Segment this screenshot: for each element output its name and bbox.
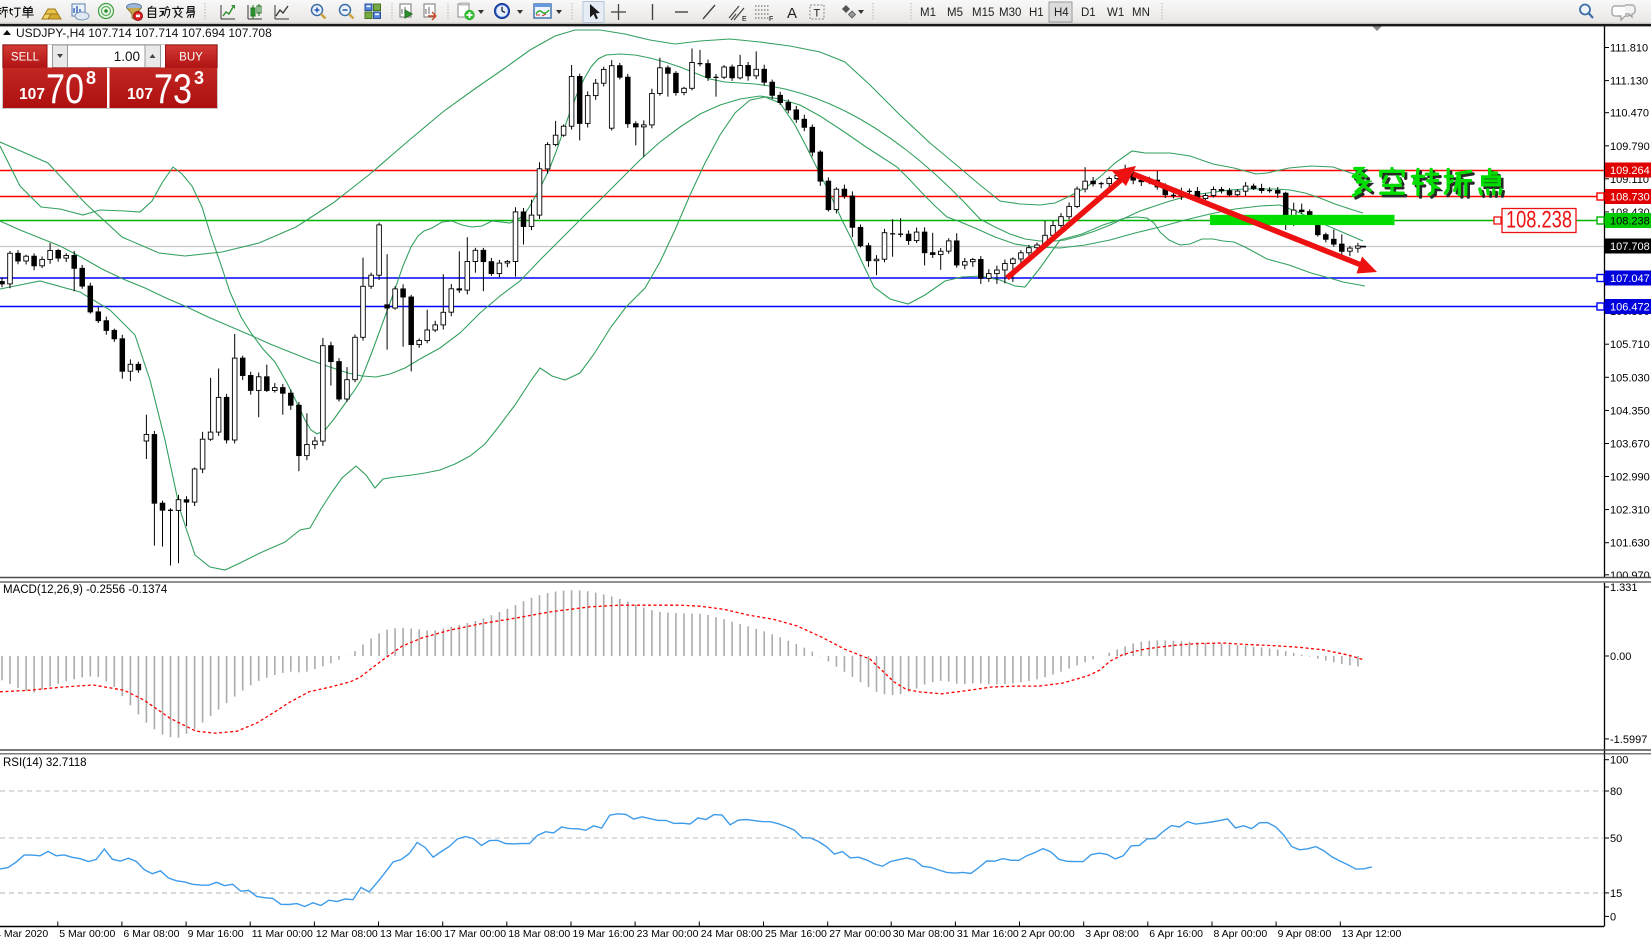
- svg-text:-1.5997: -1.5997: [1610, 734, 1647, 746]
- svg-text:8 Apr 00:00: 8 Apr 00:00: [1214, 928, 1268, 940]
- svg-text:M5: M5: [947, 7, 963, 19]
- svg-text:SELL: SELL: [11, 52, 40, 64]
- svg-text:0: 0: [1610, 911, 1616, 923]
- svg-text:80: 80: [1610, 786, 1622, 798]
- svg-text:18 Mar 08:00: 18 Mar 08:00: [508, 928, 570, 940]
- svg-text:8: 8: [86, 68, 96, 88]
- svg-text:M15: M15: [972, 7, 994, 19]
- svg-text:F: F: [769, 16, 773, 23]
- svg-text:11 Mar 00:00: 11 Mar 00:00: [252, 928, 313, 940]
- svg-text:9 Apr 08:00: 9 Apr 08:00: [1278, 928, 1332, 940]
- svg-text:2 Apr 00:00: 2 Apr 00:00: [1021, 928, 1075, 940]
- svg-text:T: T: [814, 8, 821, 20]
- svg-text:E: E: [742, 16, 747, 23]
- svg-text:W1: W1: [1107, 7, 1124, 19]
- svg-text:12 Mar 08:00: 12 Mar 08:00: [316, 928, 378, 940]
- svg-text:101.630: 101.630: [1610, 538, 1650, 550]
- svg-text:5 Mar 00:00: 5 Mar 00:00: [59, 928, 115, 940]
- svg-text:27 Mar 00:00: 27 Mar 00:00: [829, 928, 891, 940]
- svg-text:4 Mar 2020: 4 Mar 2020: [0, 928, 48, 940]
- svg-text:A: A: [787, 5, 797, 22]
- svg-text:MN: MN: [1132, 7, 1150, 19]
- svg-text:110.470: 110.470: [1610, 108, 1649, 120]
- svg-text:109.264: 109.264: [1610, 165, 1650, 177]
- svg-text:31 Mar 16:00: 31 Mar 16:00: [957, 928, 1019, 940]
- svg-text:USDJPY-,H4 107.714 107.714 10: USDJPY-,H4 107.714 107.714 107.694 107.7…: [16, 26, 272, 40]
- svg-text:6 Apr 16:00: 6 Apr 16:00: [1149, 928, 1203, 940]
- svg-text:3 Apr 08:00: 3 Apr 08:00: [1085, 928, 1139, 940]
- svg-text:15: 15: [1610, 888, 1622, 900]
- svg-text:6 Mar 08:00: 6 Mar 08:00: [123, 928, 179, 940]
- svg-text:111.810: 111.810: [1610, 43, 1648, 55]
- svg-text:RSI(14) 32.7118: RSI(14) 32.7118: [3, 757, 87, 769]
- svg-text:D1: D1: [1081, 7, 1096, 19]
- svg-text:102.990: 102.990: [1610, 472, 1650, 484]
- svg-text:23 Mar 00:00: 23 Mar 00:00: [637, 928, 699, 940]
- svg-text:0.00: 0.00: [1610, 651, 1631, 663]
- svg-text:9 Mar 16:00: 9 Mar 16:00: [188, 928, 244, 940]
- svg-text:106.472: 106.472: [1610, 302, 1650, 314]
- svg-text:MACD(12,26,9) -0.2556 -0.1374: MACD(12,26,9) -0.2556 -0.1374: [3, 584, 168, 596]
- svg-text:3: 3: [194, 68, 204, 88]
- svg-text:108.238: 108.238: [1610, 216, 1650, 228]
- svg-text:BUY: BUY: [179, 52, 203, 64]
- svg-text:107: 107: [19, 86, 45, 103]
- svg-text:M1: M1: [920, 7, 936, 19]
- svg-text:107.708: 107.708: [1610, 241, 1650, 253]
- svg-text:M30: M30: [999, 7, 1021, 19]
- svg-text:17 Mar 00:00: 17 Mar 00:00: [444, 928, 506, 940]
- svg-text:102.310: 102.310: [1610, 505, 1650, 517]
- svg-text:19 Mar 16:00: 19 Mar 16:00: [573, 928, 635, 940]
- svg-text:50: 50: [1610, 833, 1622, 845]
- svg-text:108.238: 108.238: [1506, 207, 1572, 234]
- svg-text:103.670: 103.670: [1610, 439, 1650, 451]
- svg-text:13 Apr 12:00: 13 Apr 12:00: [1342, 928, 1402, 940]
- svg-text:25 Mar 16:00: 25 Mar 16:00: [765, 928, 827, 940]
- svg-text:105.710: 105.710: [1610, 339, 1650, 351]
- svg-text:104.350: 104.350: [1610, 405, 1650, 417]
- svg-text:70: 70: [46, 65, 84, 112]
- svg-text:108.730: 108.730: [1610, 192, 1650, 204]
- svg-text:24 Mar 08:00: 24 Mar 08:00: [701, 928, 763, 940]
- svg-text:H1: H1: [1029, 7, 1044, 19]
- svg-text:100: 100: [1610, 755, 1628, 767]
- svg-text:111.130: 111.130: [1610, 76, 1648, 88]
- svg-text:73: 73: [154, 65, 192, 112]
- svg-text:105.030: 105.030: [1610, 372, 1650, 384]
- svg-text:107.047: 107.047: [1610, 273, 1650, 285]
- svg-text:109.790: 109.790: [1610, 141, 1650, 153]
- svg-text:13 Mar 16:00: 13 Mar 16:00: [380, 928, 442, 940]
- svg-text:H4: H4: [1054, 7, 1069, 19]
- svg-text:1.331: 1.331: [1610, 582, 1638, 594]
- svg-text:30 Mar 08:00: 30 Mar 08:00: [893, 928, 955, 940]
- svg-text:1.00: 1.00: [114, 49, 140, 64]
- svg-text:107: 107: [127, 86, 153, 103]
